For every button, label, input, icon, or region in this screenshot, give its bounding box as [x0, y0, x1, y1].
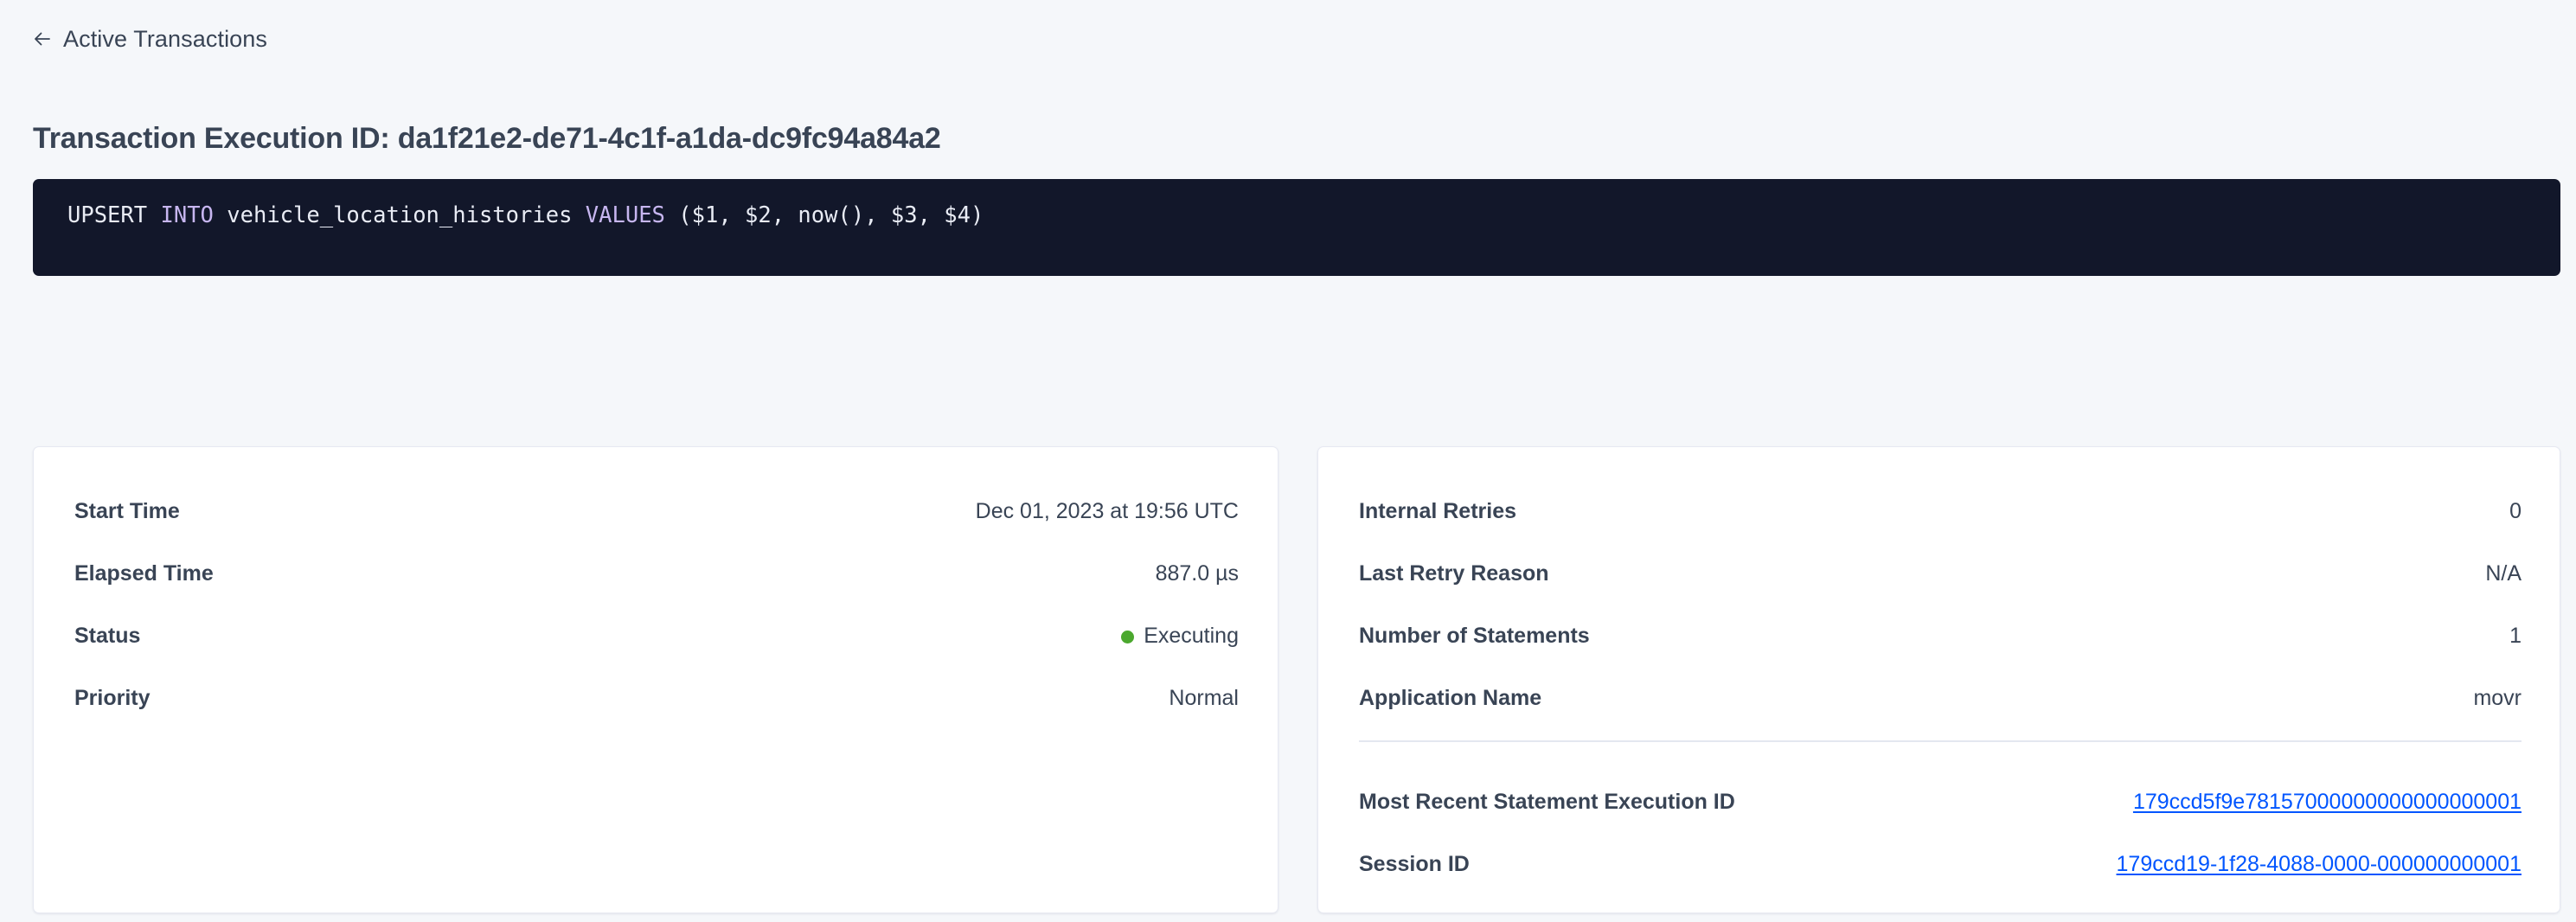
- session-id-link[interactable]: 179ccd19-1f28-4088-0000-000000000001: [2116, 852, 2522, 876]
- row-value: 1: [2509, 624, 2522, 648]
- row-label: Session ID: [1359, 852, 1470, 876]
- status-label: Executing: [1144, 624, 1239, 648]
- transaction-overview-card: Start Time Dec 01, 2023 at 19:56 UTC Ela…: [33, 446, 1278, 913]
- table-row: Session ID 179ccd19-1f28-4088-0000-00000…: [1359, 849, 2522, 879]
- table-row: Most Recent Statement Execution ID 179cc…: [1359, 787, 2522, 816]
- sql-text: [147, 202, 160, 228]
- overview-rows: Start Time Dec 01, 2023 at 19:56 UTC Ela…: [34, 447, 1278, 912]
- table-row: Application Name movr: [1359, 683, 2522, 713]
- row-value: movr: [2473, 686, 2522, 710]
- row-label: Status: [74, 624, 141, 648]
- statement-execution-id-link[interactable]: 179ccd5f9e78157000000000000000001: [2132, 790, 2522, 814]
- row-label: Elapsed Time: [74, 561, 214, 586]
- row-label: Number of Statements: [1359, 624, 1590, 648]
- row-value: Dec 01, 2023 at 19:56 UTC: [975, 499, 1239, 523]
- section-divider: [1359, 740, 2522, 742]
- sql-text: ($1, $2, now(), $3, $4): [664, 202, 984, 228]
- row-label: Application Name: [1359, 686, 1542, 710]
- table-row: Status Executing: [74, 621, 1239, 650]
- row-label: Start Time: [74, 499, 180, 523]
- row-label: Most Recent Statement Execution ID: [1359, 790, 1735, 814]
- row-value: 887.0 µs: [1155, 561, 1239, 586]
- page-title: Transaction Execution ID: da1f21e2-de71-…: [33, 122, 941, 155]
- transaction-details-card: Internal Retries 0 Last Retry Reason N/A…: [1317, 446, 2560, 913]
- sql-statement-block: UPSERT INTO vehicle_location_histories V…: [33, 179, 2560, 276]
- table-row: Internal Retries 0: [1359, 496, 2522, 526]
- row-label: Priority: [74, 686, 151, 710]
- table-row: Start Time Dec 01, 2023 at 19:56 UTC: [74, 496, 1239, 526]
- table-row: Last Retry Reason N/A: [1359, 559, 2522, 588]
- back-to-active-transactions-link[interactable]: Active Transactions: [33, 26, 267, 52]
- sql-keyword: VALUES: [585, 202, 665, 228]
- table-row: Number of Statements 1: [1359, 621, 2522, 650]
- table-row: Elapsed Time 887.0 µs: [74, 559, 1239, 588]
- status-badge: Executing: [1121, 621, 1239, 650]
- row-label: Last Retry Reason: [1359, 561, 1549, 586]
- sql-text: vehicle_location_histories: [213, 202, 586, 228]
- status-dot-icon: [1121, 630, 1135, 643]
- arrow-left-icon: [33, 29, 52, 48]
- row-value: N/A: [2485, 561, 2522, 586]
- details-rows: Internal Retries 0 Last Retry Reason N/A…: [1318, 447, 2560, 912]
- table-row: Priority Normal: [74, 683, 1239, 713]
- sql-text: UPSERT: [67, 202, 148, 228]
- sql-statement-text: UPSERT INTO vehicle_location_histories V…: [67, 201, 2560, 230]
- row-value: Normal: [1169, 686, 1239, 710]
- back-link-label: Active Transactions: [63, 26, 268, 52]
- row-value: 0: [2509, 499, 2522, 523]
- sql-keyword: INTO: [160, 202, 214, 228]
- row-label: Internal Retries: [1359, 499, 1517, 523]
